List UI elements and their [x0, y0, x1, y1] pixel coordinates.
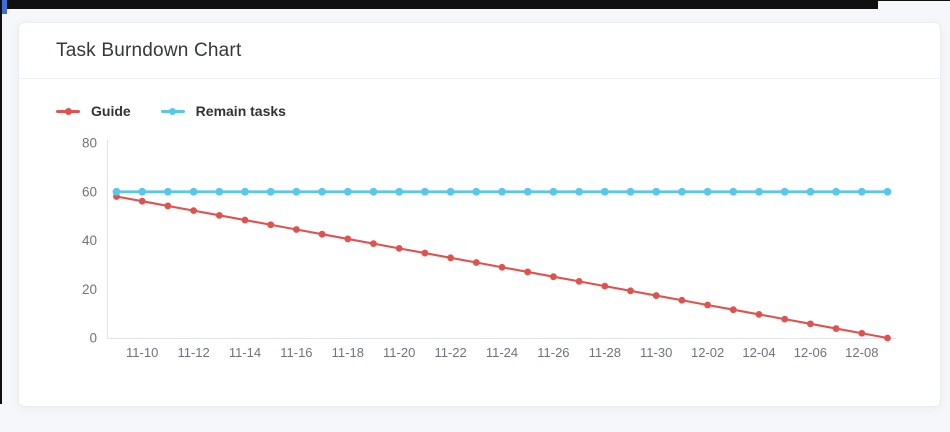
remain-tasks-point: [498, 187, 506, 196]
y-axis-label: 20: [82, 282, 97, 297]
guide-point: [601, 282, 609, 290]
remain-tasks-point: [472, 187, 481, 196]
remain-tasks-point: [446, 187, 455, 196]
remain-tasks-point: [832, 187, 840, 196]
remain-tasks-series-marker-icon: [160, 107, 185, 115]
remain-tasks-point: [857, 187, 866, 196]
chart-legend: Guide Remain tasks: [56, 103, 286, 119]
x-axis-label: 12-02: [691, 345, 724, 360]
legend-label-guide: Guide: [91, 103, 131, 119]
remain-tasks-point: [883, 187, 892, 196]
window-top-bar: [0, 0, 878, 9]
remain-tasks-point: [112, 187, 121, 196]
remain-tasks-point: [318, 187, 326, 196]
remain-tasks-point: [703, 187, 712, 196]
guide-point: [241, 216, 249, 224]
remain-tasks-point: [369, 187, 378, 196]
guide-point: [318, 230, 326, 238]
guide-point: [678, 296, 686, 304]
legend-item-guide[interactable]: Guide: [56, 103, 131, 119]
guide-point: [215, 211, 223, 219]
remain-tasks-point: [729, 187, 738, 196]
guide-point: [498, 263, 506, 271]
remain-tasks-point: [138, 187, 147, 196]
remain-tasks-point: [266, 187, 275, 196]
remain-tasks-point: [780, 187, 789, 196]
guide-point: [729, 306, 737, 314]
guide-point: [472, 259, 480, 266]
x-axis-label: 12-08: [845, 345, 878, 360]
x-axis-label: 11-10: [126, 345, 158, 360]
y-axis-label: 60: [82, 184, 97, 199]
guide-point: [652, 292, 660, 299]
guide-point: [627, 287, 634, 295]
guide-point: [858, 329, 866, 337]
remain-tasks-point: [755, 187, 763, 196]
x-axis-label: 11-22: [434, 345, 466, 360]
remain-tasks-point: [626, 187, 635, 196]
remain-tasks-point: [575, 187, 583, 196]
remain-tasks-point: [549, 187, 558, 196]
guide-point: [344, 235, 352, 243]
remain-tasks-point: [600, 187, 609, 196]
remain-tasks-point: [241, 187, 249, 196]
window-corner-accent: [0, 0, 7, 14]
x-axis-label: 11-30: [640, 345, 672, 360]
guide-point: [293, 226, 300, 233]
guide-point: [164, 202, 172, 210]
guide-series-marker-icon: [56, 107, 80, 115]
remain-tasks-point: [164, 187, 172, 196]
x-axis-label: 11-24: [486, 345, 518, 360]
x-axis-label: 11-14: [229, 345, 261, 360]
window-left-edge: [0, 0, 2, 404]
guide-point: [575, 277, 583, 285]
x-axis-label: 12-06: [794, 345, 827, 360]
x-axis-label: 11-16: [280, 345, 312, 360]
remain-tasks-point: [652, 187, 661, 196]
remain-tasks-point: [678, 187, 686, 196]
guide-point: [807, 320, 814, 328]
x-axis-label: 11-28: [589, 345, 621, 360]
x-axis-label: 11-20: [383, 345, 415, 360]
guide-point: [395, 244, 403, 252]
burndown-chart-card: Task Burndown Chart Guide Remain tasks: [18, 22, 941, 407]
guide-point: [832, 325, 840, 332]
guide-point: [267, 221, 275, 229]
x-axis-label: 11-18: [332, 345, 364, 360]
remain-tasks-point: [292, 187, 301, 196]
guide-point: [138, 197, 146, 205]
remain-tasks-point: [215, 187, 224, 196]
remain-tasks-point: [806, 187, 815, 196]
legend-label-remain-tasks: Remain tasks: [195, 103, 286, 119]
x-axis-label: 11-26: [537, 345, 569, 360]
guide-point: [755, 311, 763, 318]
guide-point: [421, 249, 429, 257]
y-axis-label: 40: [82, 233, 97, 248]
remain-tasks-point: [343, 187, 352, 196]
legend-item-remain-tasks[interactable]: Remain tasks: [160, 103, 286, 119]
guide-point: [884, 334, 891, 342]
card-title: Task Burndown Chart: [56, 39, 242, 61]
remain-tasks-point: [421, 187, 429, 196]
guide-point: [781, 315, 789, 323]
remain-tasks-point: [395, 187, 404, 196]
y-axis-label: 80: [82, 136, 97, 151]
x-axis-label: 11-12: [177, 345, 209, 360]
y-axis-label: 0: [89, 331, 97, 346]
guide-point: [550, 273, 557, 281]
guide-point: [370, 240, 377, 248]
remain-tasks-point: [189, 187, 198, 196]
guide-point: [524, 268, 532, 276]
x-axis-label: 12-04: [742, 345, 775, 360]
guide-point: [447, 254, 454, 262]
remain-tasks-point: [523, 187, 532, 196]
card-header: Task Burndown Chart: [19, 23, 940, 79]
guide-point: [704, 301, 711, 309]
guide-point: [190, 207, 198, 215]
